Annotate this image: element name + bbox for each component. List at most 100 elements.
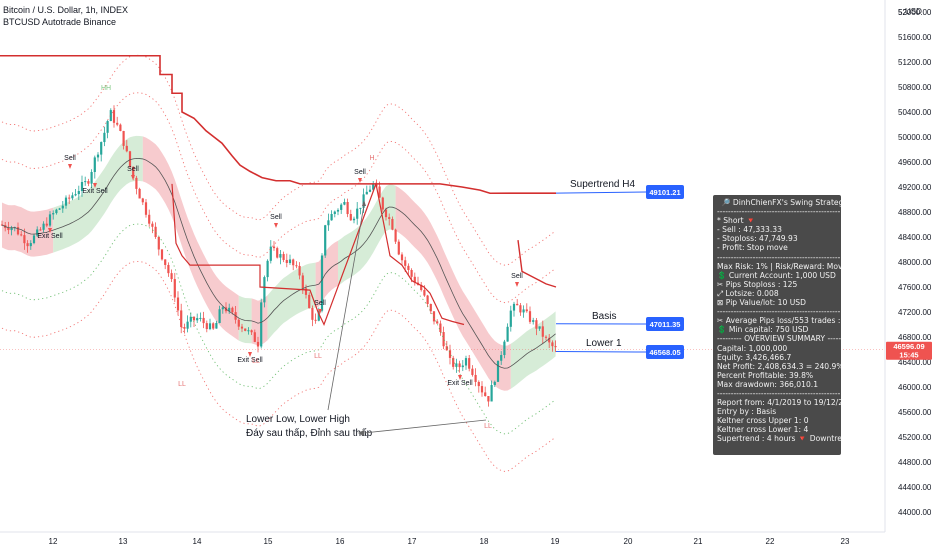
signal-label: Exit Sell (237, 357, 263, 364)
candle-body (61, 205, 64, 209)
exit-marker (93, 183, 97, 188)
price-tick-label: 44000.00 (898, 508, 932, 517)
candle-body (64, 197, 68, 206)
sell-arrow (68, 164, 72, 169)
candle-body (413, 276, 416, 283)
price-tick-label: 50000.00 (898, 133, 932, 142)
stats-panel-line: Supertrend : 4 hours 🔻 Downtrend (717, 434, 841, 444)
candle-body (468, 358, 471, 369)
stats-panel-line: Net Profit: 2,408,634.3 = 240.9% (717, 361, 841, 371)
candle-body (0, 224, 4, 226)
candle-body (327, 220, 330, 226)
stats-panel-line: Keltner cross Upper 1: 0 (717, 416, 809, 426)
bear-band-segment (2, 202, 54, 257)
basis-line (1, 157, 556, 369)
time-tick-label: 20 (624, 537, 633, 546)
candle-body (125, 145, 128, 152)
candle-body (90, 171, 93, 184)
price-tick-label: 49200.00 (898, 183, 932, 192)
sell-arrow (131, 175, 135, 180)
signal-label: Sell (64, 155, 76, 162)
candle-body (196, 318, 199, 321)
signal-label: Sell (511, 273, 523, 280)
candles (0, 105, 557, 407)
candle-body (304, 288, 308, 295)
candle-body (487, 396, 490, 402)
candle-body (260, 302, 263, 347)
bear-band-segment (142, 136, 239, 341)
candle-body (228, 307, 231, 312)
candle-body (16, 227, 20, 235)
candle-body (445, 346, 448, 351)
signal-label: Sell (354, 169, 366, 176)
bull-band-segment (338, 184, 396, 286)
candle-body (173, 279, 176, 298)
candle-body (96, 154, 100, 158)
candle-body (77, 190, 80, 195)
candle-body (516, 303, 519, 306)
candle-body (372, 183, 375, 190)
candle-body (42, 223, 45, 230)
candle-body (525, 309, 528, 312)
arrow-head (362, 200, 366, 206)
stats-panel-line: Capital: 1,000,000 (717, 343, 788, 353)
pivot-label: LL (178, 381, 186, 388)
pivot-label: LL (484, 423, 492, 430)
candle-body (71, 195, 74, 199)
bear-band-segment (315, 240, 338, 308)
candle-body (439, 323, 442, 333)
candle-body (52, 213, 55, 215)
supertrend-h4-line (0, 54, 557, 195)
pivot-label: H (369, 155, 374, 162)
keltner-outer-line (1, 261, 556, 472)
time-tick-label: 23 (841, 537, 850, 546)
candle-body (528, 311, 532, 322)
candle-body (442, 332, 445, 347)
price-tick-label: 51200.00 (898, 58, 932, 67)
candle-body (314, 319, 317, 321)
candle-body (352, 218, 356, 221)
candle-body (436, 321, 439, 324)
price-tick-label: 52 (898, 8, 907, 17)
candle-body (317, 310, 320, 321)
candle-body (7, 227, 10, 231)
candle-body (503, 341, 506, 356)
candle-body (157, 236, 160, 250)
candle-body (58, 208, 61, 210)
level-connector (555, 191, 647, 194)
candle-body (192, 316, 196, 321)
annotation-arrow (363, 419, 487, 434)
supertrend-h1-line (171, 181, 465, 327)
candle-body (148, 214, 151, 224)
candle-body (205, 323, 208, 330)
price-tick-label: 48400.00 (898, 233, 932, 242)
time-tick-label: 21 (694, 537, 703, 546)
time-tick-label: 12 (49, 537, 58, 546)
price-tick-label: 46000.00 (898, 383, 932, 392)
candle-body (512, 303, 516, 311)
candle-body (218, 309, 221, 324)
level-value-badge: 49101.21 (646, 185, 684, 199)
candle-body (349, 214, 352, 221)
candle-body (176, 297, 180, 311)
candle-body (84, 181, 87, 183)
candle-body (544, 336, 548, 338)
sell-arrow (515, 282, 519, 287)
candle-body (212, 323, 215, 329)
signal-label: Exit Sell (82, 188, 108, 195)
time-tick-label: 17 (408, 537, 417, 546)
pivot-label: LL (314, 353, 322, 360)
price-tick-label: 45200.00 (898, 433, 932, 442)
price-tick-label: 45600.00 (898, 408, 932, 417)
candle-body (263, 277, 266, 303)
candle-body (397, 241, 400, 255)
price-tick-label: 46800.00 (898, 333, 932, 342)
candle-body (295, 265, 298, 267)
annotation-line-2: Đáy sau thấp, Đỉnh sau thấp (246, 427, 373, 439)
price-tick-label: 50400.00 (898, 108, 932, 117)
level-value-badge: 47011.35 (646, 317, 684, 331)
candle-body (87, 181, 90, 184)
level-value-badge: 46568.05 (646, 345, 684, 359)
